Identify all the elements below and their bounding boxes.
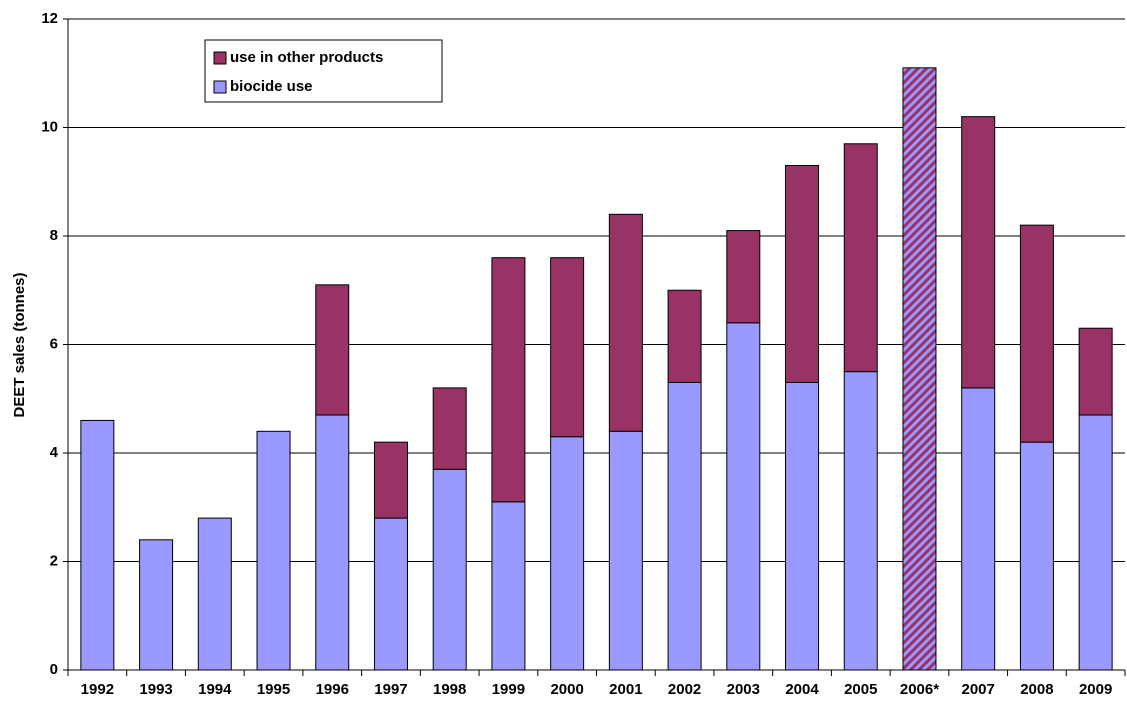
x-tick-label: 2002 — [668, 681, 701, 698]
y-tick-label: 0 — [50, 661, 58, 678]
bar-segment — [667, 289, 702, 383]
y-tick-label: 8 — [50, 227, 58, 244]
bar-segment — [843, 143, 878, 373]
bar-segment — [902, 67, 937, 671]
bar-segment — [608, 430, 643, 671]
x-tick-label: 2008 — [1020, 681, 1053, 698]
x-tick-label: 1997 — [374, 681, 407, 698]
bar-segment — [726, 230, 761, 324]
bar-segment — [667, 381, 702, 671]
y-tick-label: 6 — [50, 335, 58, 352]
bar-segment — [843, 371, 878, 671]
bar-segment — [608, 213, 643, 432]
bar-segment — [491, 501, 526, 671]
x-tick-label: 2005 — [844, 681, 877, 698]
bar-segment — [491, 257, 526, 503]
legend-label: biocide use — [230, 78, 313, 95]
bar-segment — [1078, 327, 1113, 416]
x-tick-label: 1995 — [257, 681, 290, 698]
y-tick-label: 12 — [41, 10, 58, 27]
bar-segment — [256, 430, 291, 671]
y-tick-label: 10 — [41, 118, 58, 135]
bar-segment — [432, 387, 467, 470]
legend-box — [204, 39, 443, 103]
bar-segment — [315, 414, 350, 671]
x-tick-label: 1999 — [492, 681, 525, 698]
bar-segment — [373, 441, 408, 519]
bar-segment — [139, 539, 174, 671]
x-tick-label: 2004 — [785, 681, 819, 698]
x-tick-label: 1994 — [198, 681, 232, 698]
x-tick-label: 1998 — [433, 681, 466, 698]
legend-swatch — [213, 51, 227, 65]
x-tick-label: 1996 — [316, 681, 349, 698]
bar-segment — [315, 284, 350, 416]
x-tick-label: 2003 — [727, 681, 760, 698]
x-tick-label: 2006* — [900, 681, 939, 698]
bar-segment — [1019, 224, 1054, 443]
bar-segment — [1078, 414, 1113, 671]
y-tick-label: 4 — [50, 444, 59, 461]
bar-segment — [961, 116, 996, 389]
x-tick-label: 2001 — [609, 681, 642, 698]
x-tick-label: 2007 — [962, 681, 995, 698]
bar-segment — [1019, 441, 1054, 671]
bar-segment — [373, 517, 408, 671]
y-tick-label: 2 — [50, 552, 58, 569]
bar-segment — [785, 164, 820, 383]
y-axis-title: DEET sales (tonnes) — [11, 272, 28, 417]
bar-segment — [961, 387, 996, 671]
legend-label: use in other products — [230, 49, 383, 66]
x-tick-label: 2000 — [550, 681, 583, 698]
bar-segment — [550, 436, 585, 671]
bar-segment — [80, 419, 115, 671]
bar-segment — [785, 381, 820, 671]
bar-segment — [550, 257, 585, 438]
bar-segment — [726, 322, 761, 671]
legend-swatch — [213, 80, 227, 94]
bar-segment — [432, 468, 467, 671]
x-tick-label: 2009 — [1079, 681, 1112, 698]
x-tick-label: 1992 — [81, 681, 114, 698]
x-tick-label: 1993 — [139, 681, 172, 698]
bar-segment — [197, 517, 232, 671]
